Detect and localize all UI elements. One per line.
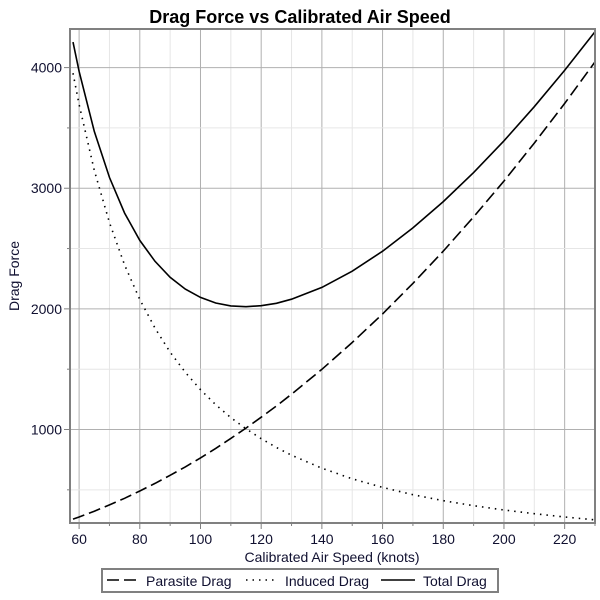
y-axis-label: Drag Force xyxy=(6,241,22,311)
x-tick-label: 180 xyxy=(432,531,456,547)
x-tick-label: 200 xyxy=(492,531,516,547)
series-line-total-drag xyxy=(72,31,596,308)
x-tick-label: 60 xyxy=(71,531,87,547)
chart-title: Drag Force vs Calibrated Air Speed xyxy=(149,7,450,27)
x-tick-label: 160 xyxy=(371,531,395,547)
x-tick-label: 120 xyxy=(250,531,274,547)
series-line-induced-drag xyxy=(72,73,596,521)
legend-label-induced: Induced Drag xyxy=(285,573,369,589)
y-tick-label: 3000 xyxy=(31,180,62,196)
y-tick-label: 2000 xyxy=(31,301,62,317)
x-tick-label: 140 xyxy=(310,531,334,547)
series-lines xyxy=(72,31,596,521)
ticks: 60 80 100 120 140 160 180 200 220 1000 2000 3000 400… xyxy=(31,60,596,547)
x-tick-label: 80 xyxy=(132,531,148,547)
x-tick-label: 100 xyxy=(189,531,213,547)
legend: Parasite Drag Induced Drag Total Drag xyxy=(101,568,499,593)
y-tick-label: 1000 xyxy=(31,422,62,438)
legend-label-parasite: Parasite Drag xyxy=(146,573,232,589)
grid xyxy=(70,29,596,523)
x-axis-label: Calibrated Air Speed (knots) xyxy=(244,549,419,565)
series-line-parasite-drag xyxy=(72,61,596,520)
plot-frame xyxy=(69,28,596,524)
legend-label-total: Total Drag xyxy=(423,573,487,589)
x-tick-label: 220 xyxy=(553,531,577,547)
y-tick-label: 4000 xyxy=(31,60,62,76)
